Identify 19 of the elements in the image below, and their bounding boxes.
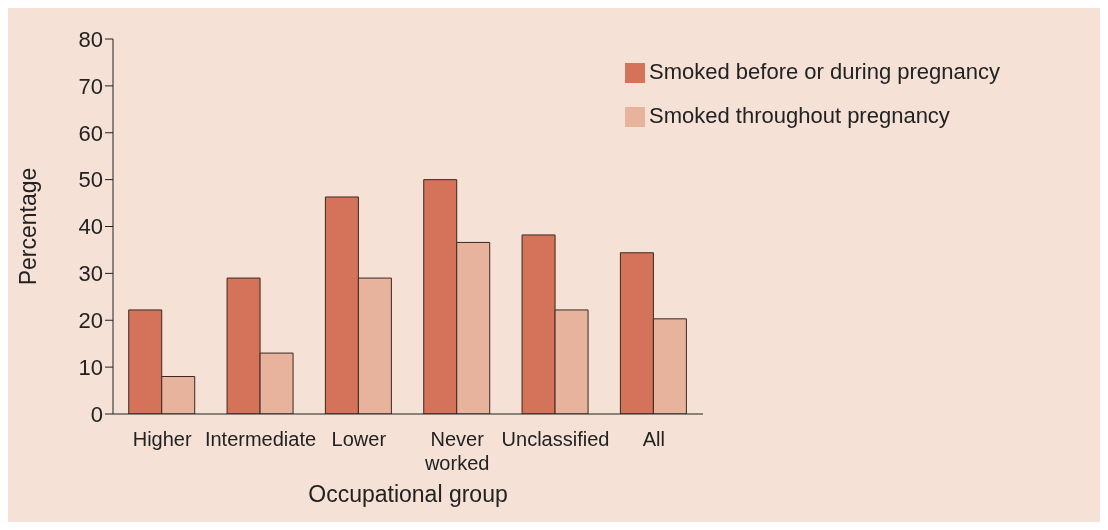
y-tick-label: 50 (78, 167, 103, 193)
x-tick-label: Lower (331, 428, 387, 450)
x-tick-label: Higher (132, 428, 192, 450)
y-axis-title: Percentage (15, 167, 42, 286)
legend-label: Smoked throughout pregnancy (649, 103, 950, 128)
x-tick-label: Intermediate (204, 428, 317, 450)
y-tick-label: 10 (78, 354, 103, 380)
y-tick-label: 80 (78, 26, 103, 52)
x-axis-title: Occupational group (308, 481, 508, 507)
y-tick-label: 40 (78, 214, 103, 240)
x-tick-label: Unclassified (501, 428, 610, 450)
x-tick-label: All (642, 428, 665, 450)
y-tick-label: 0 (90, 401, 103, 427)
y-tick-label: 20 (78, 308, 103, 334)
y-tick-label: 70 (78, 73, 103, 99)
legend-label: Smoked before or during pregnancy (649, 59, 1000, 84)
y-tick-label: 60 (78, 120, 103, 146)
y-tick-label: 30 (78, 261, 103, 287)
x-tick-label: Never worked (423, 428, 490, 474)
